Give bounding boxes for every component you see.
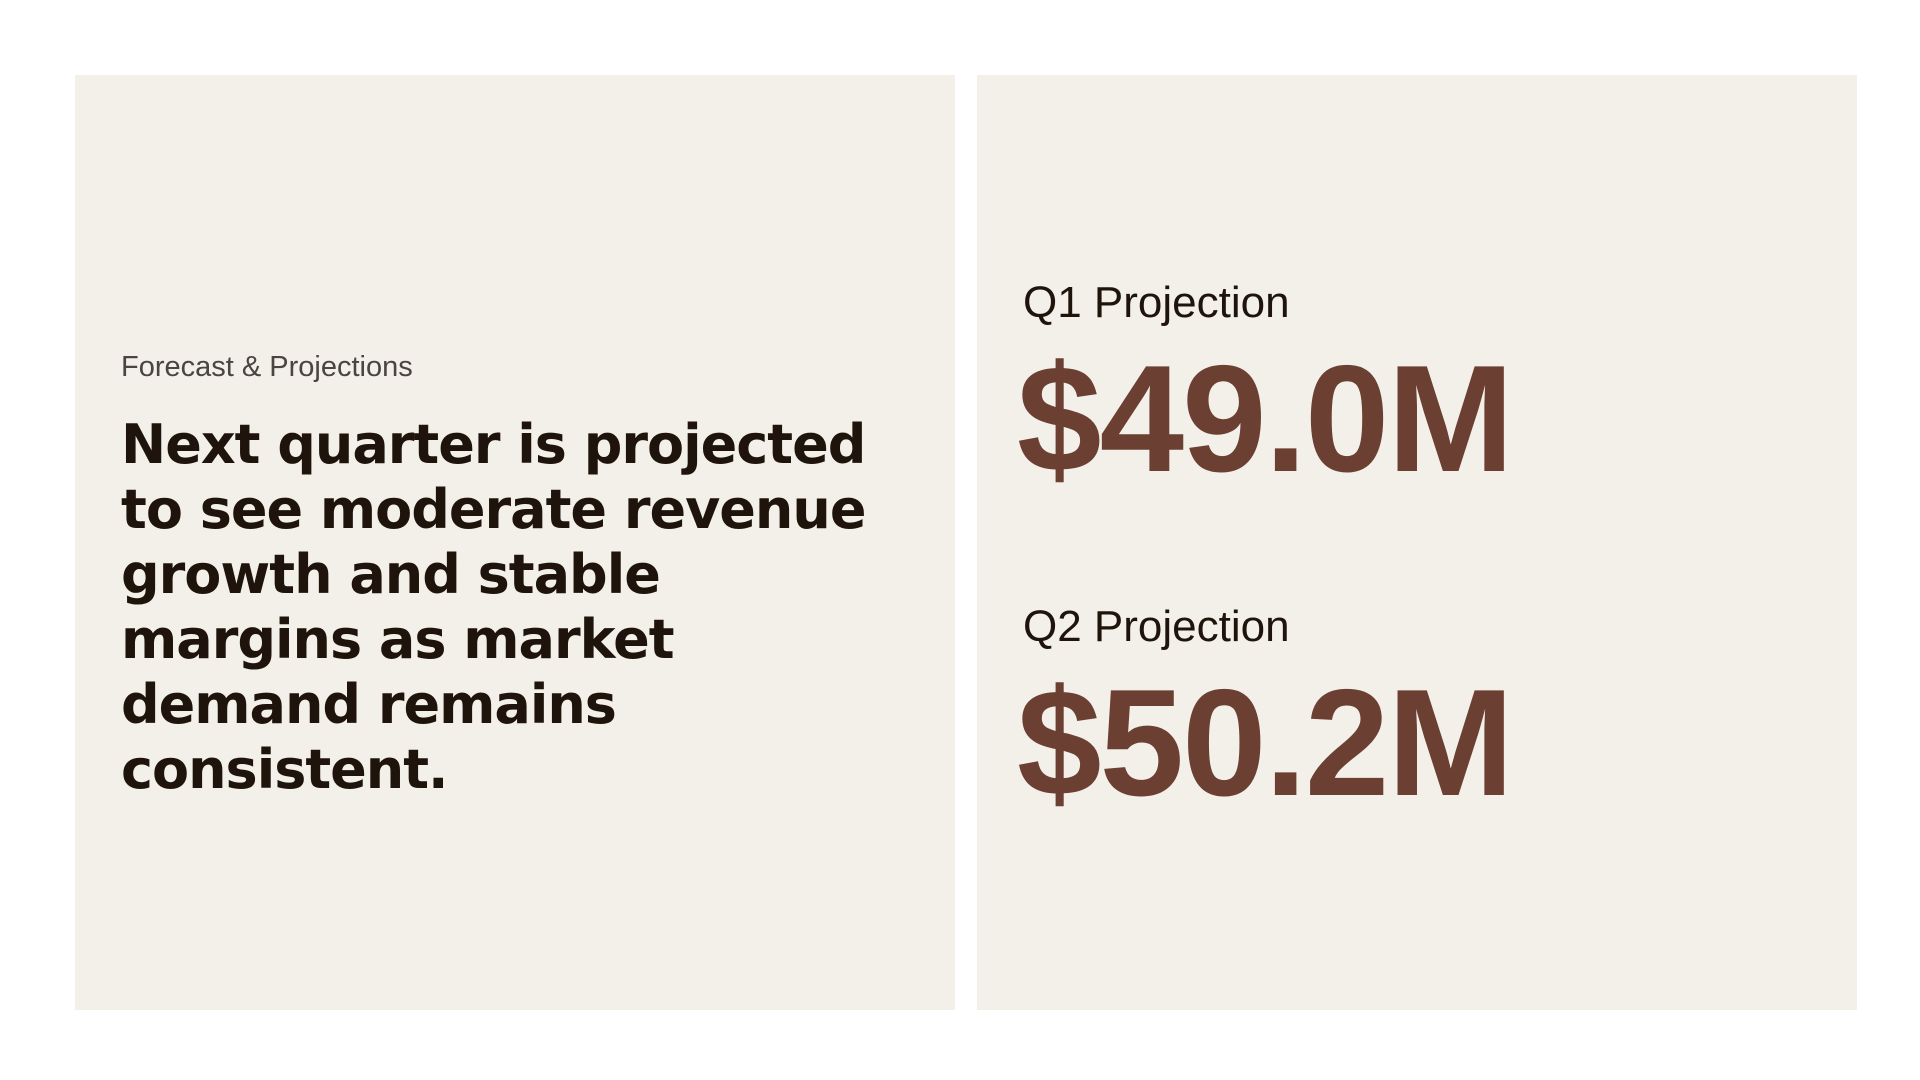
q2-projection-value: $50.2M <box>1017 658 1514 828</box>
q1-projection-value: $49.0M <box>1017 334 1514 504</box>
q2-projection-label: Q2 Projection <box>1023 602 1290 651</box>
summary-panel: Forecast & Projections Next quarter is p… <box>75 75 955 1010</box>
q1-projection-label: Q1 Projection <box>1023 278 1290 327</box>
section-eyebrow: Forecast & Projections <box>121 351 413 383</box>
projections-panel: Q1 Projection $49.0M Q2 Projection $50.2… <box>977 75 1857 1010</box>
summary-headline: Next quarter is projected to see moderat… <box>121 413 866 801</box>
